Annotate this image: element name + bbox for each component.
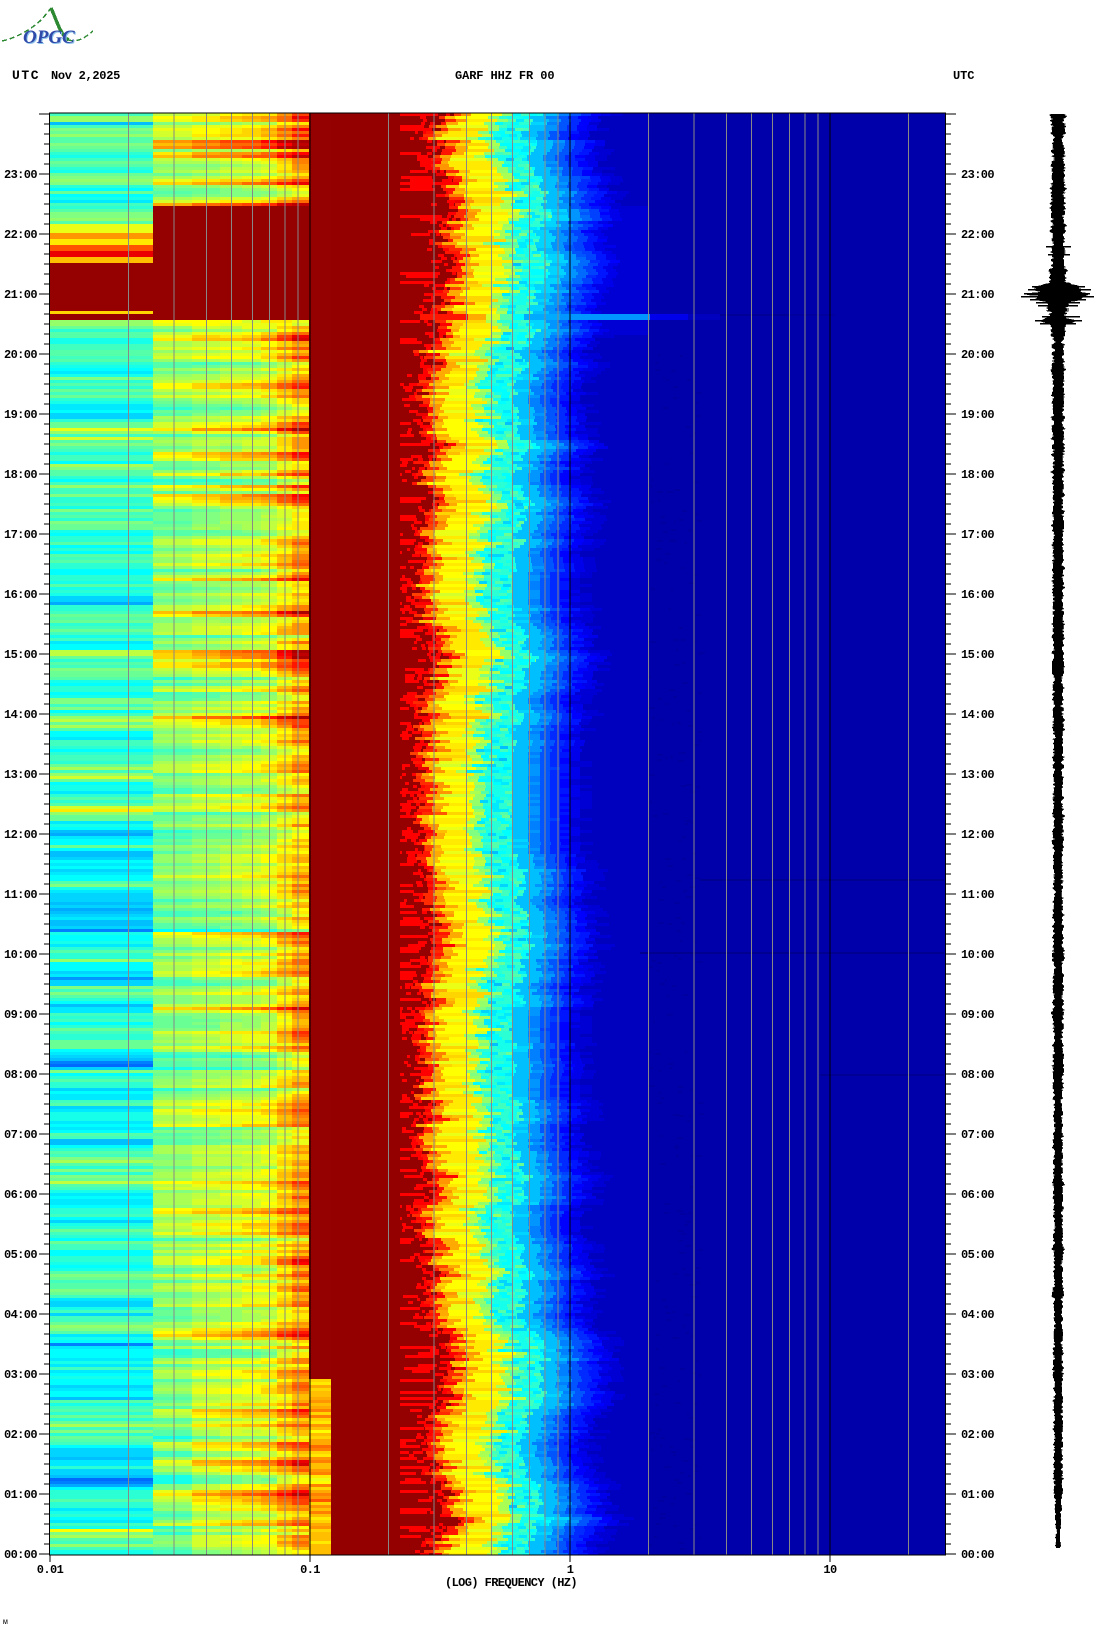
svg-text:11:00: 11:00 [4, 888, 37, 902]
svg-text:(LOG) FREQUENCY (HZ): (LOG) FREQUENCY (HZ) [445, 1576, 577, 1590]
svg-text:03:00: 03:00 [961, 1368, 994, 1382]
svg-text:09:00: 09:00 [4, 1008, 37, 1022]
svg-text:00:00: 00:00 [4, 1548, 37, 1562]
svg-text:13:00: 13:00 [4, 768, 37, 782]
svg-text:11:00: 11:00 [961, 888, 994, 902]
svg-text:0.1: 0.1 [300, 1563, 320, 1577]
svg-text:04:00: 04:00 [4, 1308, 37, 1322]
svg-text:16:00: 16:00 [4, 588, 37, 602]
svg-text:08:00: 08:00 [961, 1068, 994, 1082]
svg-text:07:00: 07:00 [4, 1128, 37, 1142]
svg-text:05:00: 05:00 [4, 1248, 37, 1262]
svg-text:15:00: 15:00 [961, 648, 994, 662]
svg-text:19:00: 19:00 [961, 408, 994, 422]
svg-text:16:00: 16:00 [961, 588, 994, 602]
svg-text:15:00: 15:00 [4, 648, 37, 662]
svg-text:OPGC: OPGC [23, 27, 75, 48]
svg-text:Nov 2,2025: Nov 2,2025 [51, 69, 120, 83]
svg-text:21:00: 21:00 [961, 288, 994, 302]
svg-text:03:00: 03:00 [4, 1368, 37, 1382]
svg-text:OPGC: OPGC [24, 28, 76, 49]
svg-text:18:00: 18:00 [961, 468, 994, 482]
svg-text:06:00: 06:00 [4, 1188, 37, 1202]
svg-text:10:00: 10:00 [961, 948, 994, 962]
svg-text:18:00: 18:00 [4, 468, 37, 482]
svg-text:23:00: 23:00 [4, 168, 37, 182]
svg-text:12:00: 12:00 [961, 828, 994, 842]
svg-text:GARF HHZ FR 00: GARF HHZ FR 00 [455, 69, 554, 83]
svg-text:04:00: 04:00 [961, 1308, 994, 1322]
svg-text:22:00: 22:00 [961, 228, 994, 242]
svg-text:07:00: 07:00 [961, 1128, 994, 1142]
svg-text:02:00: 02:00 [4, 1428, 37, 1442]
svg-text:08:00: 08:00 [4, 1068, 37, 1082]
svg-text:23:00: 23:00 [961, 168, 994, 182]
svg-text:UTC: UTC [953, 69, 974, 83]
svg-text:0.01: 0.01 [37, 1563, 64, 1577]
svg-text:10: 10 [823, 1563, 837, 1577]
svg-text:06:00: 06:00 [961, 1188, 994, 1202]
svg-text:13:00: 13:00 [961, 768, 994, 782]
svg-text:1: 1 [567, 1563, 574, 1577]
svg-text:00:00: 00:00 [961, 1548, 994, 1562]
svg-text:05:00: 05:00 [961, 1248, 994, 1262]
svg-text:02:00: 02:00 [961, 1428, 994, 1442]
svg-text:01:00: 01:00 [961, 1488, 994, 1502]
svg-text:01:00: 01:00 [4, 1488, 37, 1502]
svg-text:17:00: 17:00 [4, 528, 37, 542]
svg-text:м: м [3, 1618, 8, 1627]
svg-text:14:00: 14:00 [961, 708, 994, 722]
svg-text:12:00: 12:00 [4, 828, 37, 842]
svg-text:20:00: 20:00 [4, 348, 37, 362]
svg-text:19:00: 19:00 [4, 408, 37, 422]
svg-text:09:00: 09:00 [961, 1008, 994, 1022]
svg-text:14:00: 14:00 [4, 708, 37, 722]
svg-text:17:00: 17:00 [961, 528, 994, 542]
svg-text:21:00: 21:00 [4, 288, 37, 302]
svg-text:22:00: 22:00 [4, 228, 37, 242]
svg-text:10:00: 10:00 [4, 948, 37, 962]
svg-text:20:00: 20:00 [961, 348, 994, 362]
svg-text:UTC: UTC [12, 68, 40, 83]
